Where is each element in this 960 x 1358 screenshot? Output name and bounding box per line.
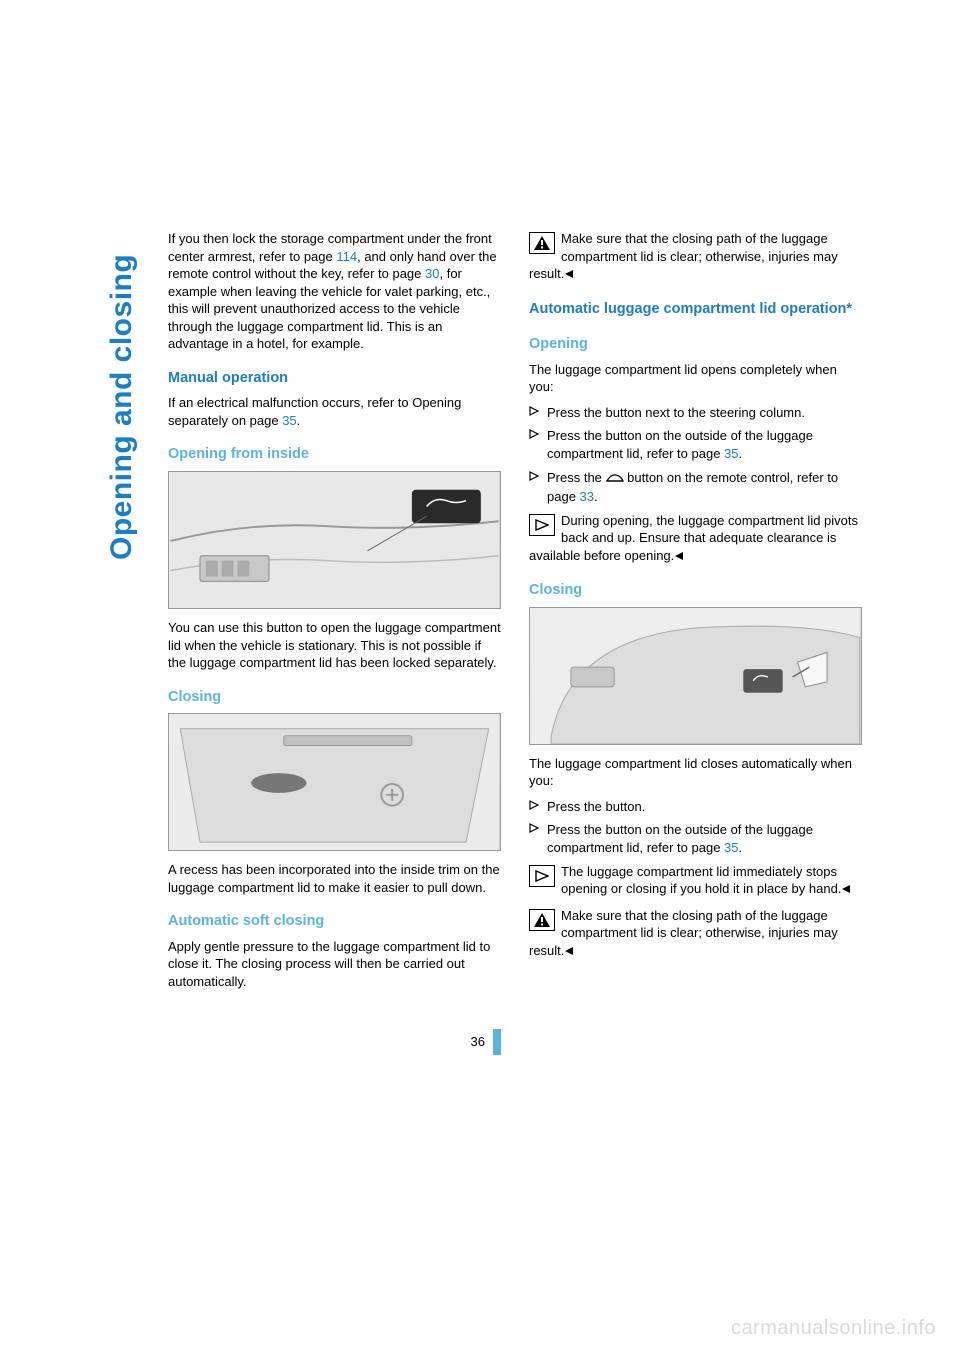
text: .	[739, 446, 743, 461]
text: If an electrical malfunction occurs, ref…	[168, 395, 461, 428]
warning-2: Make sure that the closing path of the l…	[529, 907, 862, 961]
text: .	[594, 489, 598, 504]
page-ref-30[interactable]: 30	[425, 266, 439, 281]
note-icon	[529, 514, 555, 536]
list-item: Press the button next to the steering co…	[529, 404, 862, 422]
page-number-wrap: 36	[168, 1029, 501, 1055]
page-ref-35[interactable]: 35	[724, 840, 738, 855]
note-opening: During opening, the luggage compartment …	[529, 512, 862, 566]
text: Press the	[547, 470, 606, 485]
page-ref-35[interactable]: 35	[282, 413, 296, 428]
bullet-icon	[529, 821, 547, 856]
text: .	[297, 413, 301, 428]
text: .	[739, 840, 743, 855]
bullet-icon	[529, 798, 547, 816]
bullet-icon	[529, 404, 547, 422]
manual-paragraph: If an electrical malfunction occurs, ref…	[168, 394, 501, 429]
left-column: If you then lock the storage compartment…	[168, 230, 501, 999]
auto-soft-closing-paragraph: Apply gentle pressure to the luggage com…	[168, 938, 501, 991]
image-closing	[168, 713, 501, 851]
watermark: carmanualsonline.info	[731, 1317, 936, 1340]
list-item-text: Press the button on the outside of the l…	[547, 821, 862, 856]
heading-opening: Opening	[529, 335, 862, 355]
list-item: Press the button.	[529, 798, 862, 816]
text: Press the button on the outside of the l…	[547, 822, 813, 855]
list-item: Press the button on the remote control, …	[529, 469, 862, 506]
image-closing-auto	[529, 607, 862, 745]
list-item: Press the button on the outside of the l…	[529, 821, 862, 856]
list-item-text: Press the button on the outside of the l…	[547, 427, 862, 462]
heading-auto-luggage-operation: Automatic luggage compartment lid operat…	[529, 300, 862, 320]
page-number-bar	[493, 1029, 501, 1055]
page-ref-35[interactable]: 35	[724, 446, 738, 461]
warning-1-text: Make sure that the closing path of the l…	[529, 231, 838, 281]
image-opening-from-inside	[168, 471, 501, 609]
note-closing-text: The luggage compartment lid immediately …	[561, 864, 841, 897]
heading-closing: Closing	[168, 688, 501, 708]
closing-auto-paragraph: The luggage compartment lid closes autom…	[529, 755, 862, 790]
closing-paragraph: A recess has been incorporated into the …	[168, 861, 501, 896]
opening-paragraph: The luggage compartment lid opens comple…	[529, 361, 862, 396]
page-ref-33[interactable]: 33	[580, 489, 594, 504]
heading-manual-operation: Manual operation	[168, 369, 501, 389]
side-title: Opening and closing	[105, 254, 139, 560]
opening-inside-paragraph: You can use this button to open the lugg…	[168, 619, 501, 672]
note-icon	[529, 865, 555, 887]
trunk-remote-icon	[606, 471, 624, 489]
note-closing: The luggage compartment lid immediately …	[529, 863, 862, 899]
warning-2-text: Make sure that the closing path of the l…	[529, 908, 838, 958]
end-triangle-icon	[564, 266, 574, 284]
bullet-icon	[529, 427, 547, 462]
heading-closing-right: Closing	[529, 581, 862, 601]
list-item-text: Press the button on the remote control, …	[547, 469, 862, 506]
page-ref-114[interactable]: 114	[336, 249, 357, 264]
heading-opening-from-inside: Opening from inside	[168, 445, 501, 465]
end-triangle-icon	[841, 881, 851, 899]
bullet-icon	[529, 469, 547, 506]
heading-auto-soft-closing: Automatic soft closing	[168, 912, 501, 932]
text: Press the button on the outside of the l…	[547, 428, 813, 461]
list-item-text: Press the button next to the steering co…	[547, 404, 862, 422]
page-number: 36	[471, 1033, 485, 1051]
intro-paragraph: If you then lock the storage compartment…	[168, 230, 501, 353]
list-item: Press the button on the outside of the l…	[529, 427, 862, 462]
warning-icon	[529, 909, 555, 931]
page-content: If you then lock the storage compartment…	[168, 230, 862, 999]
right-column: Make sure that the closing path of the l…	[529, 230, 862, 999]
end-triangle-icon	[564, 943, 574, 961]
warning-1: Make sure that the closing path of the l…	[529, 230, 862, 284]
warning-icon	[529, 232, 555, 254]
list-item-text: Press the button.	[547, 798, 862, 816]
note-opening-text: During opening, the luggage compartment …	[529, 513, 858, 563]
end-triangle-icon	[674, 548, 684, 566]
